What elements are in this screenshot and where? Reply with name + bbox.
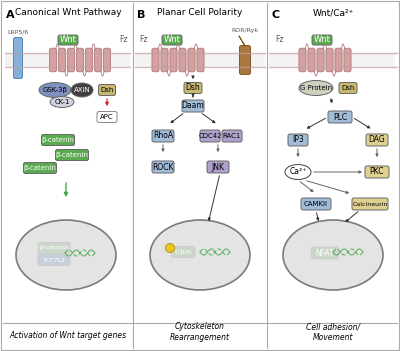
- FancyBboxPatch shape: [38, 243, 70, 253]
- Text: Wnt: Wnt: [314, 35, 330, 45]
- FancyBboxPatch shape: [86, 48, 92, 72]
- FancyBboxPatch shape: [42, 134, 74, 146]
- FancyBboxPatch shape: [170, 48, 177, 72]
- Text: NFAT: NFAT: [316, 249, 334, 258]
- Text: Wnt: Wnt: [60, 35, 76, 45]
- FancyBboxPatch shape: [179, 48, 186, 72]
- FancyBboxPatch shape: [24, 163, 56, 173]
- FancyBboxPatch shape: [162, 35, 182, 45]
- FancyBboxPatch shape: [38, 254, 70, 265]
- FancyBboxPatch shape: [94, 48, 102, 72]
- Text: Daam: Daam: [182, 101, 204, 111]
- Text: Fz: Fz: [119, 35, 127, 44]
- FancyBboxPatch shape: [312, 247, 338, 259]
- FancyBboxPatch shape: [58, 35, 78, 45]
- FancyBboxPatch shape: [344, 48, 351, 72]
- FancyBboxPatch shape: [152, 161, 174, 173]
- Text: TCF7L2: TCF7L2: [42, 258, 66, 263]
- Text: G Protein: G Protein: [300, 85, 332, 91]
- FancyBboxPatch shape: [104, 48, 110, 72]
- FancyBboxPatch shape: [188, 48, 195, 72]
- Text: IP3: IP3: [292, 135, 304, 145]
- Text: CK-1: CK-1: [54, 99, 70, 105]
- Text: GSK-3β: GSK-3β: [42, 87, 68, 93]
- Text: Dsh: Dsh: [341, 85, 355, 91]
- Text: C: C: [271, 10, 279, 20]
- Text: Cytoskeleton
Rearrangement: Cytoskeleton Rearrangement: [170, 322, 230, 342]
- Text: Fz: Fz: [275, 35, 283, 44]
- Ellipse shape: [16, 220, 116, 290]
- Ellipse shape: [39, 82, 71, 98]
- FancyBboxPatch shape: [197, 48, 204, 72]
- Text: Calcineurin: Calcineurin: [352, 201, 388, 206]
- FancyBboxPatch shape: [56, 150, 88, 160]
- Text: RhoA: RhoA: [153, 132, 173, 140]
- Text: Cell adhesion/
Movement: Cell adhesion/ Movement: [306, 322, 360, 342]
- Text: AXIN: AXIN: [74, 87, 90, 93]
- FancyBboxPatch shape: [152, 48, 159, 72]
- Text: PLC: PLC: [333, 113, 347, 121]
- Text: A: A: [6, 10, 15, 20]
- FancyBboxPatch shape: [135, 53, 265, 67]
- FancyBboxPatch shape: [339, 82, 357, 93]
- Circle shape: [166, 244, 174, 252]
- FancyBboxPatch shape: [152, 130, 174, 142]
- FancyBboxPatch shape: [352, 198, 388, 210]
- Text: RAC1: RAC1: [223, 133, 241, 139]
- Ellipse shape: [71, 83, 93, 97]
- Text: PKC: PKC: [370, 167, 384, 177]
- Text: c-jun: c-jun: [174, 249, 192, 255]
- FancyBboxPatch shape: [365, 166, 389, 178]
- FancyBboxPatch shape: [308, 48, 315, 72]
- FancyBboxPatch shape: [184, 82, 202, 93]
- Text: β-catenin: β-catenin: [39, 245, 69, 251]
- FancyBboxPatch shape: [76, 48, 84, 72]
- Text: β-catenin: β-catenin: [24, 165, 56, 171]
- Text: Fz: Fz: [139, 35, 147, 44]
- Ellipse shape: [50, 97, 74, 107]
- FancyBboxPatch shape: [5, 53, 130, 67]
- FancyBboxPatch shape: [182, 100, 204, 112]
- Text: Canonical Wnt Pathway: Canonical Wnt Pathway: [15, 8, 121, 17]
- FancyBboxPatch shape: [269, 53, 395, 67]
- FancyBboxPatch shape: [288, 134, 308, 146]
- Ellipse shape: [150, 220, 250, 290]
- Text: ROR/Ryk: ROR/Ryk: [232, 28, 258, 33]
- Text: Wnt/Ca²⁺: Wnt/Ca²⁺: [312, 8, 354, 17]
- Text: CDC42: CDC42: [198, 133, 222, 139]
- Ellipse shape: [283, 220, 383, 290]
- FancyBboxPatch shape: [301, 198, 331, 210]
- FancyBboxPatch shape: [299, 48, 306, 72]
- Text: Activation of Wnt target genes: Activation of Wnt target genes: [10, 331, 126, 339]
- FancyBboxPatch shape: [98, 85, 116, 95]
- Text: Wnt: Wnt: [164, 35, 180, 45]
- Text: JNK: JNK: [212, 163, 224, 172]
- FancyBboxPatch shape: [240, 46, 250, 74]
- FancyBboxPatch shape: [161, 48, 168, 72]
- FancyBboxPatch shape: [366, 134, 388, 146]
- FancyBboxPatch shape: [222, 130, 242, 142]
- FancyBboxPatch shape: [50, 48, 56, 72]
- Text: LRP5/6: LRP5/6: [7, 29, 29, 34]
- Text: ROCK: ROCK: [152, 163, 174, 172]
- Ellipse shape: [299, 80, 333, 95]
- Text: β-catenin: β-catenin: [42, 137, 74, 143]
- FancyBboxPatch shape: [68, 48, 74, 72]
- FancyBboxPatch shape: [14, 38, 22, 79]
- Text: Dsh: Dsh: [100, 87, 114, 93]
- FancyBboxPatch shape: [97, 112, 117, 122]
- FancyBboxPatch shape: [317, 48, 324, 72]
- FancyBboxPatch shape: [328, 111, 352, 123]
- FancyBboxPatch shape: [326, 48, 333, 72]
- Text: CAMKII: CAMKII: [304, 201, 328, 207]
- FancyBboxPatch shape: [207, 161, 229, 173]
- FancyBboxPatch shape: [58, 48, 66, 72]
- FancyBboxPatch shape: [171, 246, 195, 258]
- Text: β-catenin: β-catenin: [56, 152, 88, 158]
- Text: Ca²⁺: Ca²⁺: [289, 167, 307, 177]
- Text: APC: APC: [100, 114, 114, 120]
- Text: Dsh: Dsh: [186, 84, 200, 93]
- FancyBboxPatch shape: [335, 48, 342, 72]
- FancyBboxPatch shape: [200, 130, 220, 142]
